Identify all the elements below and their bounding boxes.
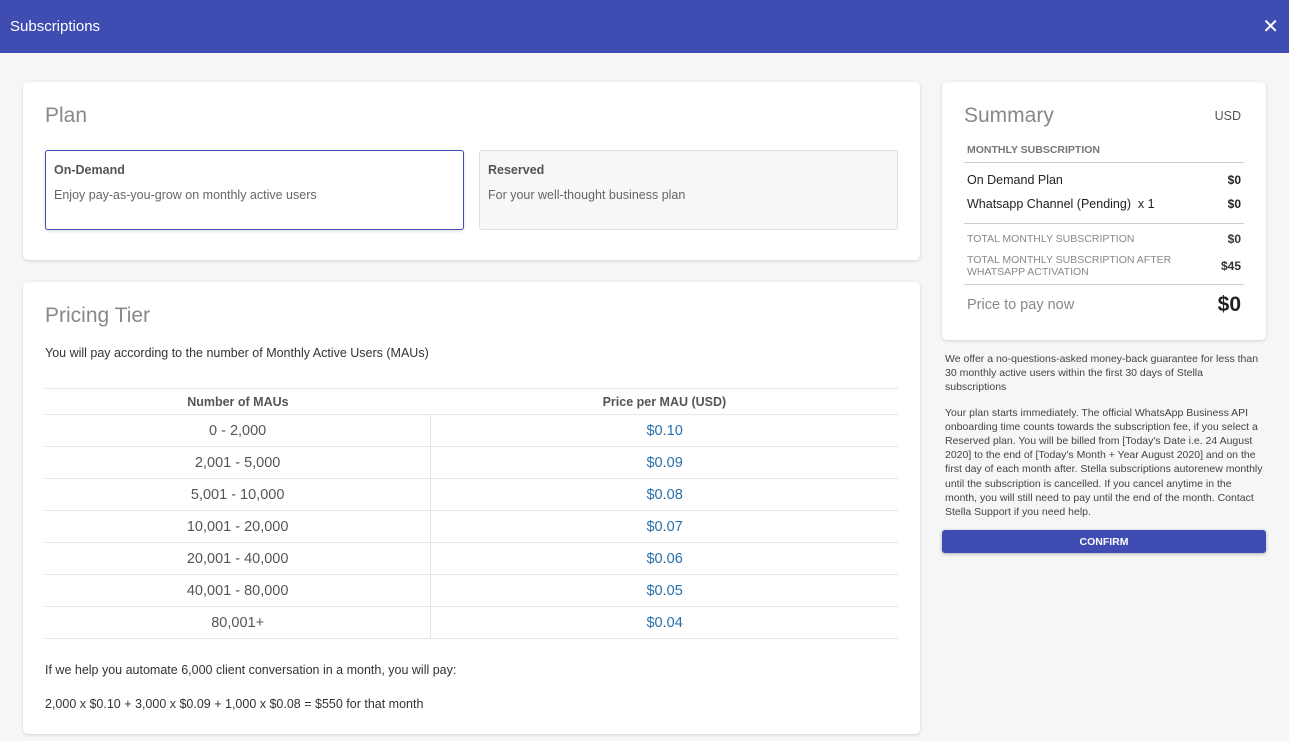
table-row: 10,001 - 20,000 $0.07 (45, 510, 898, 543)
notes: We offer a no-questions-asked money-back… (945, 352, 1263, 530)
price-per-mau: $0.04 (430, 606, 898, 639)
total-label: TOTAL MONTHLY SUBSCRIPTION AFTER WHATSAP… (967, 254, 1172, 278)
item-label: On Demand Plan (967, 173, 1063, 187)
pricing-example: If we help you automate 6,000 client con… (45, 663, 457, 677)
summary-caption: MONTHLY SUBSCRIPTION (964, 144, 1244, 163)
summary-total: TOTAL MONTHLY SUBSCRIPTION AFTER WHATSAP… (964, 254, 1244, 278)
total-value: $0 (1227, 232, 1241, 246)
table-row: 80,001+ $0.04 (45, 606, 898, 639)
plan-option-desc: For your well-thought business plan (488, 188, 686, 202)
table-row: 5,001 - 10,000 $0.08 (45, 478, 898, 511)
dialog-title: Subscriptions (10, 18, 101, 35)
price-per-mau: $0.05 (430, 574, 898, 607)
dialog-header: Subscriptions ✕ (0, 0, 1289, 53)
price-per-mau: $0.09 (430, 446, 898, 479)
plan-option-name: Reserved (488, 163, 545, 177)
price-per-mau: $0.10 (430, 414, 898, 447)
table-row: 20,001 - 40,000 $0.06 (45, 542, 898, 575)
guarantee-note: We offer a no-questions-asked money-back… (945, 353, 1259, 394)
pay-value: $0 (1217, 293, 1241, 316)
table-row: 0 - 2,000 $0.10 (45, 414, 898, 447)
summary-total: TOTAL MONTHLY SUBSCRIPTION $0 (964, 232, 1244, 246)
pricing-tier-card: Pricing Tier You will pay according to t… (23, 282, 920, 734)
pricing-table: Number of MAUs Price per MAU (USD) 0 - 2… (45, 388, 898, 639)
item-value: $0 (1227, 197, 1241, 211)
column-header: Price per MAU (USD) (430, 388, 898, 415)
total-value: $45 (1220, 259, 1241, 273)
summary-card: Summary USD MONTHLY SUBSCRIPTION On Dema… (942, 82, 1266, 340)
mau-range: 5,001 - 10,000 (45, 478, 431, 511)
billing-note: Your plan starts immediately. The offici… (945, 406, 1263, 519)
mau-range: 2,001 - 5,000 (45, 446, 431, 479)
summary-item: Whatsapp Channel (Pending) x 1 $0 (964, 197, 1244, 211)
mau-range: 10,001 - 20,000 (45, 510, 431, 543)
close-icon[interactable]: ✕ (1262, 15, 1279, 38)
plan-option-reserved[interactable]: Reserved For your well-thought business … (479, 150, 898, 230)
column-header: Number of MAUs (45, 388, 431, 415)
mau-range: 40,001 - 80,000 (45, 574, 431, 607)
confirm-button[interactable]: CONFIRM (942, 530, 1266, 553)
price-to-pay-now: Price to pay now $0 (964, 285, 1244, 317)
plan-option-on-demand[interactable]: On-Demand Enjoy pay-as-you-grow on month… (45, 150, 464, 230)
table-row: 2,001 - 5,000 $0.09 (45, 446, 898, 479)
price-per-mau: $0.07 (430, 510, 898, 543)
pricing-formula: 2,000 x $0.10 + 3,000 x $0.09 + 1,000 x … (45, 697, 424, 711)
total-label: TOTAL MONTHLY SUBSCRIPTION (967, 233, 1135, 245)
price-per-mau: $0.06 (430, 542, 898, 575)
summary-item: On Demand Plan $0 (964, 173, 1244, 187)
item-value: $0 (1227, 173, 1241, 187)
mau-range: 0 - 2,000 (45, 414, 431, 447)
mau-range: 20,001 - 40,000 (45, 542, 431, 575)
pricing-tier-title: Pricing Tier (45, 304, 151, 327)
plan-card: Plan On-Demand Enjoy pay-as-you-grow on … (23, 82, 920, 260)
plan-option-name: On-Demand (54, 163, 125, 177)
price-per-mau: $0.08 (430, 478, 898, 511)
currency-label: USD (1214, 109, 1241, 123)
plan-title: Plan (45, 104, 88, 127)
mau-range: 80,001+ (45, 606, 431, 639)
pay-label: Price to pay now (967, 297, 1075, 313)
summary-title: Summary (964, 104, 1054, 127)
pricing-intro: You will pay according to the number of … (45, 346, 429, 360)
plan-option-desc: Enjoy pay-as-you-grow on monthly active … (54, 188, 317, 202)
table-row: 40,001 - 80,000 $0.05 (45, 574, 898, 607)
item-label: Whatsapp Channel (Pending) x 1 (967, 197, 1155, 211)
